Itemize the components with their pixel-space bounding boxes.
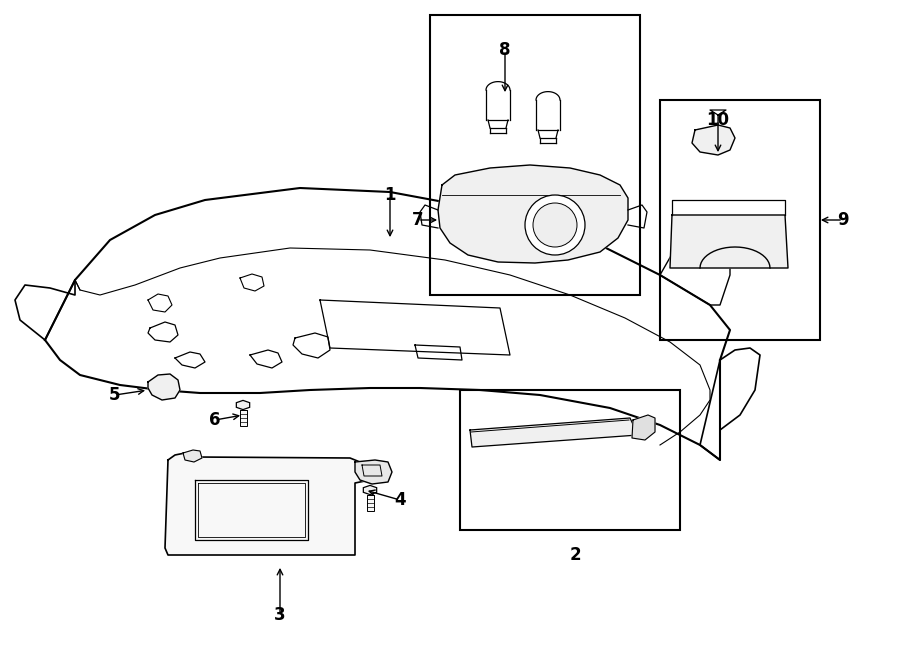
Bar xyxy=(460,390,680,530)
Polygon shape xyxy=(536,100,560,130)
Polygon shape xyxy=(632,415,655,440)
Text: 9: 9 xyxy=(837,211,849,229)
Polygon shape xyxy=(148,374,180,400)
Polygon shape xyxy=(165,453,375,555)
Polygon shape xyxy=(237,401,249,410)
Polygon shape xyxy=(486,90,510,120)
Text: 7: 7 xyxy=(412,211,424,229)
Bar xyxy=(430,15,640,295)
Text: 5: 5 xyxy=(109,386,121,404)
Polygon shape xyxy=(670,215,788,268)
Bar xyxy=(239,410,247,426)
Bar xyxy=(366,494,373,511)
Polygon shape xyxy=(355,460,392,484)
Text: 6: 6 xyxy=(209,411,220,429)
Polygon shape xyxy=(470,418,638,447)
Polygon shape xyxy=(364,485,377,494)
Text: 8: 8 xyxy=(500,41,511,59)
Text: 1: 1 xyxy=(384,186,396,204)
Polygon shape xyxy=(183,450,202,462)
Text: 10: 10 xyxy=(706,111,730,129)
Polygon shape xyxy=(438,165,628,263)
Text: 3: 3 xyxy=(274,606,286,624)
Circle shape xyxy=(533,203,577,247)
Circle shape xyxy=(525,195,585,255)
Text: 4: 4 xyxy=(394,491,406,509)
Text: 2: 2 xyxy=(569,546,580,564)
Polygon shape xyxy=(692,125,735,155)
Bar xyxy=(660,100,820,340)
